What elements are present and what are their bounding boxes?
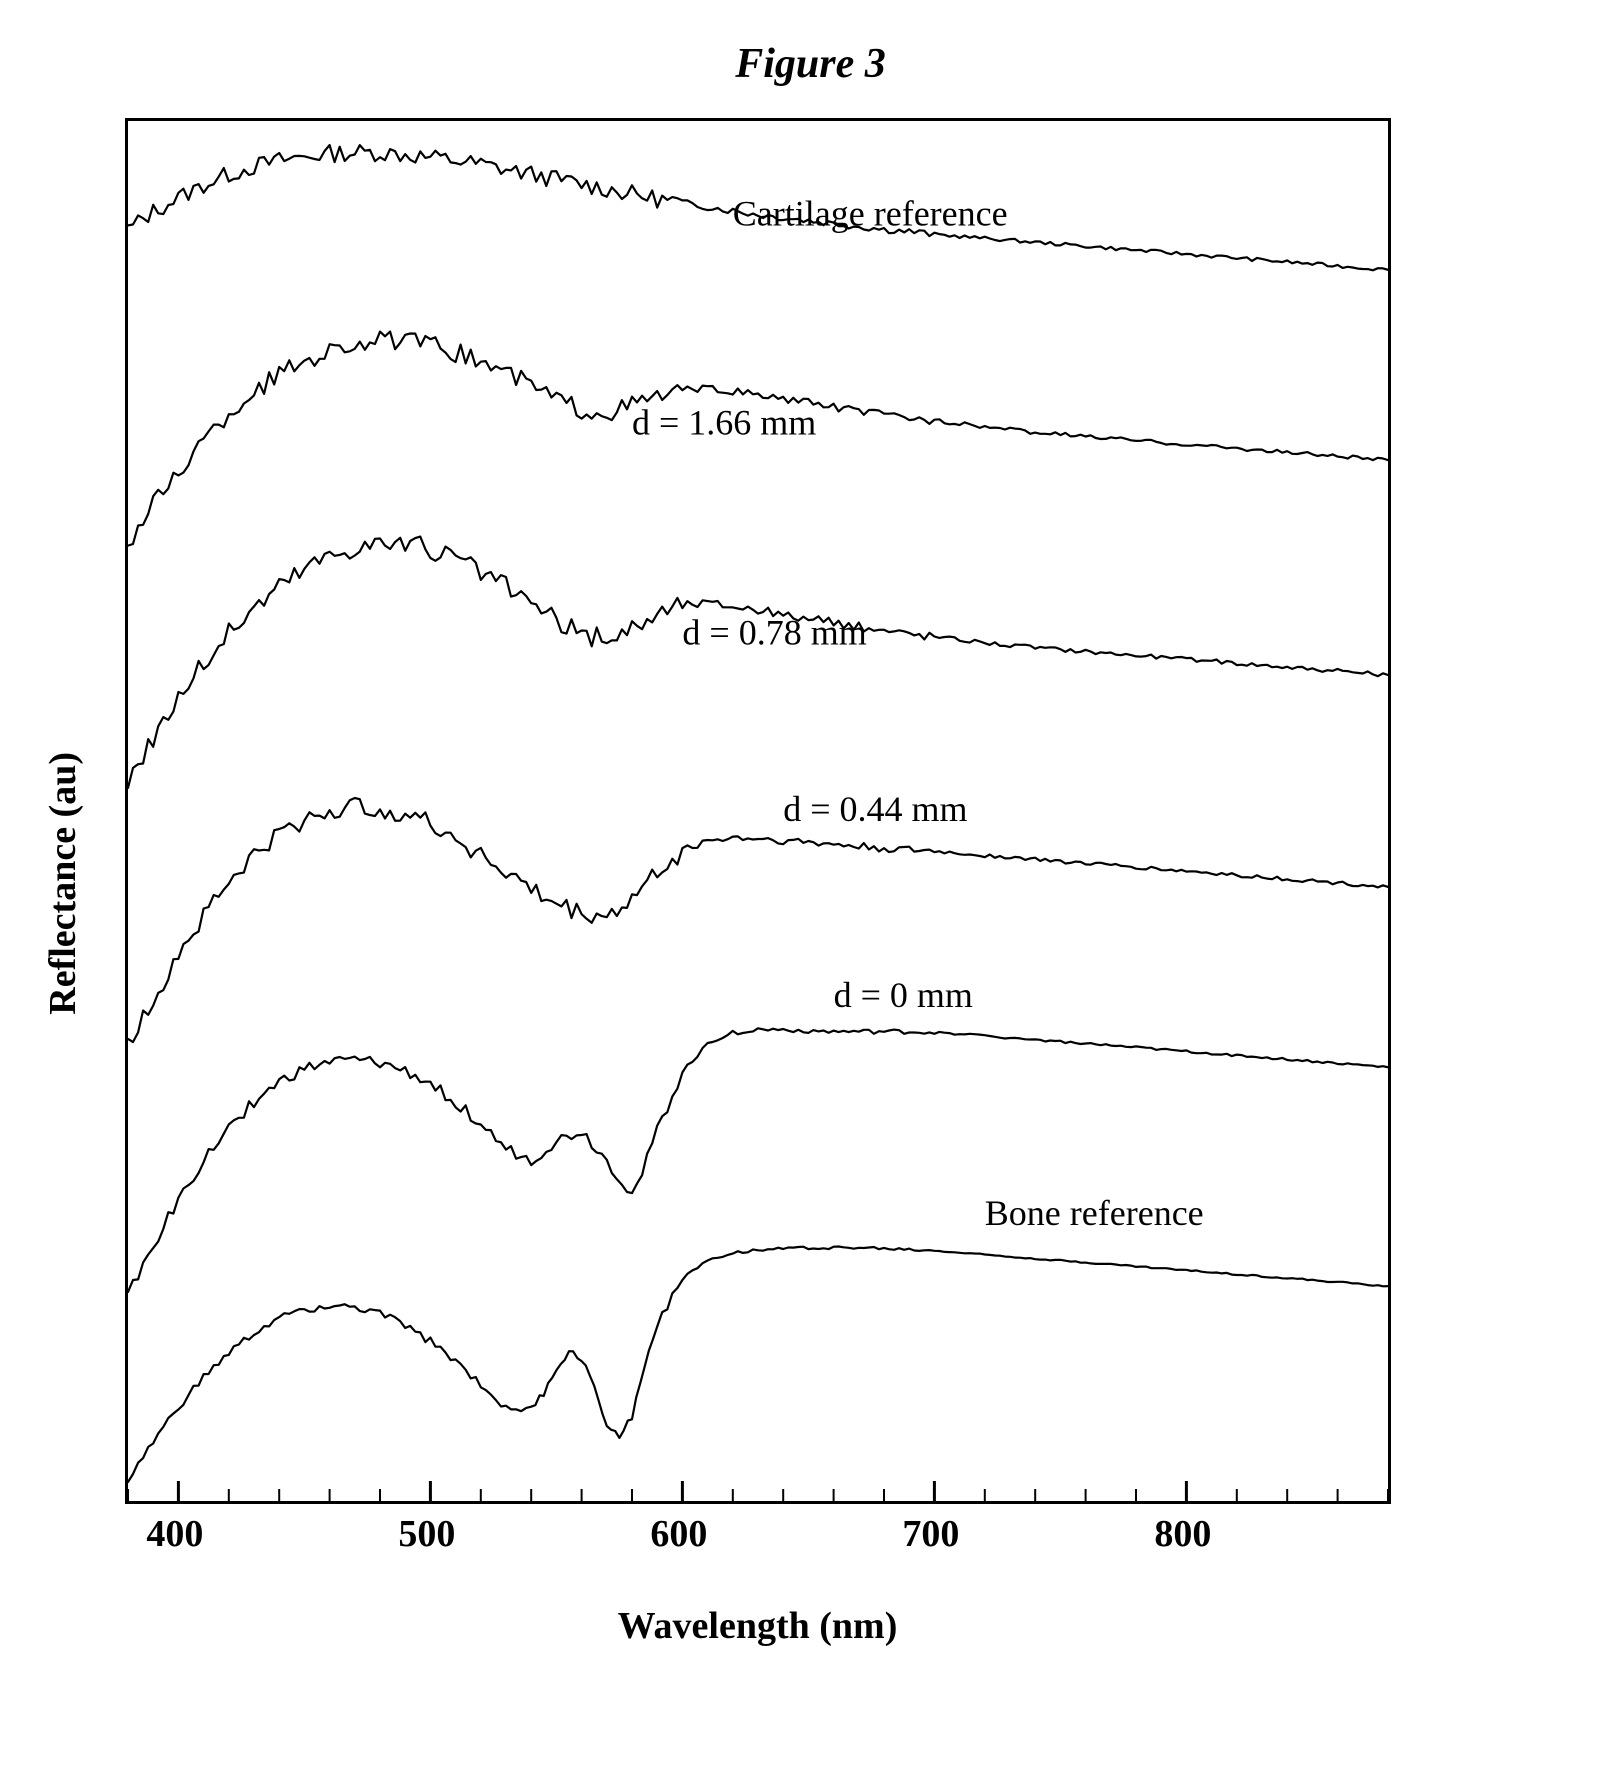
y-axis-label: Reflectance (au) [41,752,85,1015]
curve-label: d = 1.66 mm [632,402,816,442]
x-tick-label: 400 [146,1512,203,1556]
x-axis-label: Wavelength (nm) [125,1604,1391,1648]
figure-title: Figure 3 [41,40,1581,88]
plot-wrapper: Reflectance (au) Cartilage reference d = … [41,118,1581,1648]
x-tick-label: 700 [902,1512,959,1556]
plot-and-xaxis: Cartilage reference d = 1.66 mm d = 0.78 m… [125,118,1391,1648]
plot-area: Cartilage reference d = 1.66 mm d = 0.78 m… [125,118,1391,1504]
x-tick-label: 600 [650,1512,707,1556]
curve-label: d = 0.78 mm [682,612,866,652]
x-tick-label: 800 [1154,1512,1211,1556]
plot-svg: Cartilage reference d = 1.66 mm d = 0.78 m… [128,121,1388,1501]
figure-container: Figure 3 Reflectance (au) Cartilage refe… [41,40,1581,1648]
x-tick-labels: 400500600700800 [125,1504,1385,1544]
curve-label: d = 0 mm [833,975,972,1015]
curve-label: Bone reference [984,1193,1203,1233]
x-tick-label: 500 [398,1512,455,1556]
curve-label: Cartilage reference [732,193,1007,233]
curve-label: d = 0.44 mm [783,789,967,829]
